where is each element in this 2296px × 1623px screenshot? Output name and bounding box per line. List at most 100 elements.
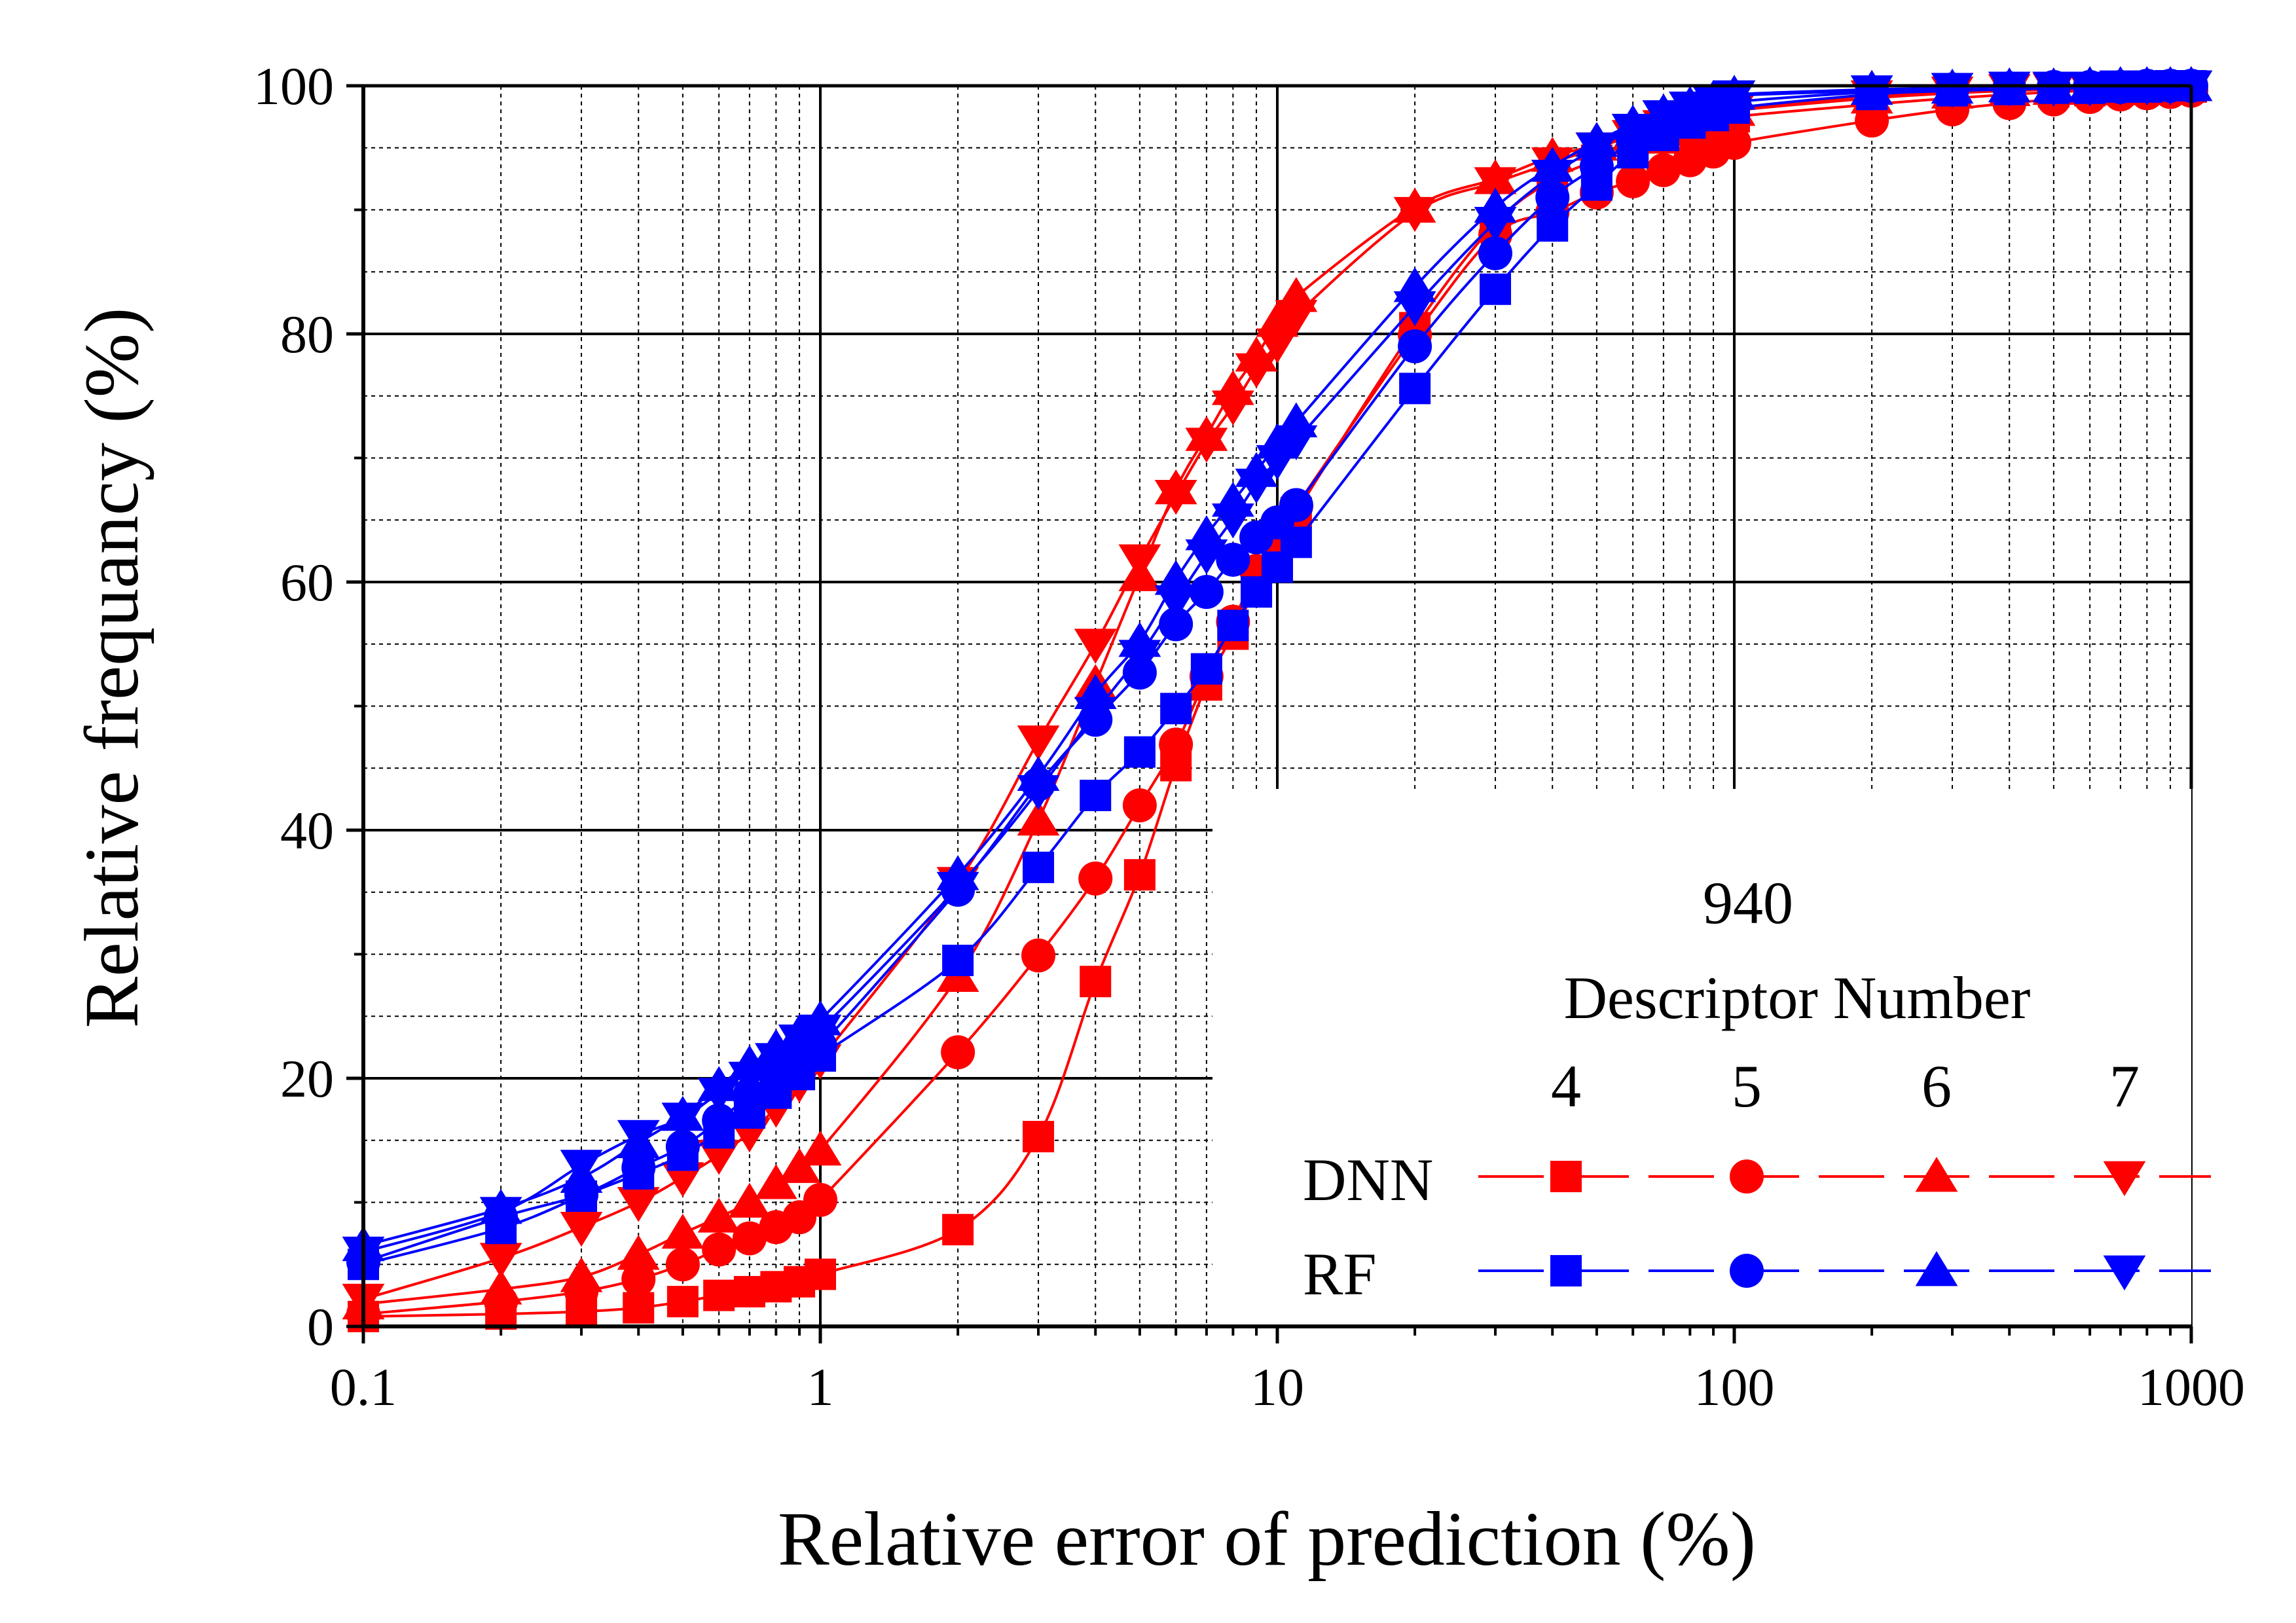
y-tick-label: 40	[280, 801, 334, 860]
legend-marker-dnn-5	[1730, 1159, 1764, 1194]
data-point	[1235, 468, 1278, 504]
data-point	[941, 1035, 975, 1070]
data-point	[1211, 390, 1254, 426]
plot-series	[342, 66, 2213, 1332]
data-point	[1398, 329, 1432, 363]
data-point	[479, 1269, 522, 1305]
data-point	[1275, 300, 1318, 335]
data-point	[1217, 610, 1249, 642]
data-point	[1154, 585, 1197, 621]
data-point	[1216, 542, 1250, 577]
data-point	[697, 1140, 740, 1175]
data-point	[1160, 693, 1192, 725]
legend-marker-rf-4	[1550, 1255, 1582, 1286]
y-tick-label: 0	[307, 1297, 334, 1357]
data-point	[728, 1182, 771, 1218]
data-point	[1256, 302, 1299, 337]
data-point	[621, 1150, 656, 1185]
data-point	[1023, 1121, 1055, 1153]
data-point	[1078, 861, 1113, 896]
data-point	[617, 1120, 660, 1156]
data-point	[1159, 727, 1194, 762]
data-point	[1646, 153, 1681, 187]
data-point	[1393, 291, 1436, 327]
legend-row-dnn: DNN	[1303, 1146, 1433, 1213]
legend-marker-dnn-6	[1915, 1157, 1958, 1192]
data-point	[803, 1182, 837, 1217]
data-point	[1575, 132, 1618, 168]
data-point	[1123, 859, 1156, 891]
y-tick-label: 20	[280, 1049, 334, 1108]
data-point	[560, 1150, 603, 1185]
data-point	[479, 1243, 522, 1278]
data-point	[1185, 539, 1228, 575]
data-point	[1717, 126, 1751, 160]
x-tick-label: 10	[1250, 1357, 1304, 1417]
legend-marker-dnn-7	[2103, 1161, 2146, 1196]
data-point	[702, 1103, 737, 1138]
data-point	[1537, 210, 1569, 242]
legend-title-line-2: Descriptor Number	[1564, 964, 2031, 1031]
data-point	[1531, 160, 1574, 195]
data-point	[1185, 428, 1228, 463]
data-point	[560, 1257, 603, 1292]
data-point	[1279, 488, 1313, 522]
data-point	[665, 1129, 700, 1164]
data-point	[617, 1235, 660, 1270]
data-point	[666, 1286, 699, 1318]
data-point	[1393, 196, 1436, 232]
data-point	[1123, 736, 1156, 768]
data-point	[1988, 71, 2031, 107]
data-point	[1021, 938, 1056, 973]
data-point	[665, 1247, 700, 1282]
data-point	[1017, 725, 1060, 761]
data-point	[1074, 629, 1117, 664]
data-point	[1235, 353, 1278, 389]
data-point	[1017, 800, 1060, 836]
data-point	[799, 1014, 842, 1050]
data-point	[805, 1258, 836, 1290]
y-tick-label: 80	[280, 304, 334, 364]
legend: 940 Descriptor Number 4 5 6 7 DNN RF	[1303, 869, 2211, 1307]
legend-column-6: 6	[1922, 1053, 1952, 1120]
legend-column-5: 5	[1732, 1053, 1762, 1120]
data-point	[1616, 164, 1650, 198]
y-tick-label: 100	[253, 56, 334, 116]
x-tick-label: 1	[807, 1357, 834, 1417]
data-point	[661, 1162, 704, 1197]
data-point	[2068, 71, 2111, 107]
data-point	[621, 1262, 656, 1296]
data-point	[1611, 113, 1654, 149]
legend-marker-dnn-4	[1550, 1161, 1582, 1192]
legend-marker-rf-6	[1915, 1251, 1958, 1286]
data-point	[1668, 91, 1711, 127]
data-point	[1189, 575, 1224, 610]
axes: 0.1 1 10 100 1000 0 20 40 60 80 100	[253, 56, 2245, 1417]
data-point	[1190, 653, 1222, 685]
x-tick-label: 0.1	[330, 1357, 397, 1417]
data-point	[703, 1279, 735, 1311]
data-point	[1474, 207, 1517, 242]
data-point	[623, 1292, 655, 1324]
data-point	[728, 1061, 771, 1097]
data-point	[1642, 100, 1685, 136]
data-point	[778, 1024, 821, 1060]
data-point	[1023, 851, 1055, 883]
data-point	[479, 1197, 522, 1232]
data-point	[754, 1043, 797, 1078]
data-point	[936, 871, 979, 907]
data-point	[1275, 425, 1318, 460]
data-point	[1399, 373, 1431, 405]
y-tick-label: 60	[280, 553, 334, 612]
data-point	[1122, 788, 1157, 823]
data-point	[732, 1221, 767, 1256]
data-point	[2032, 71, 2075, 107]
data-point	[1478, 236, 1513, 270]
data-point	[1480, 273, 1512, 305]
data-point	[1074, 697, 1117, 732]
data-point	[702, 1232, 737, 1267]
legend-row-rf: RF	[1303, 1241, 1377, 1307]
data-point	[661, 1213, 704, 1249]
data-point	[942, 1214, 974, 1246]
